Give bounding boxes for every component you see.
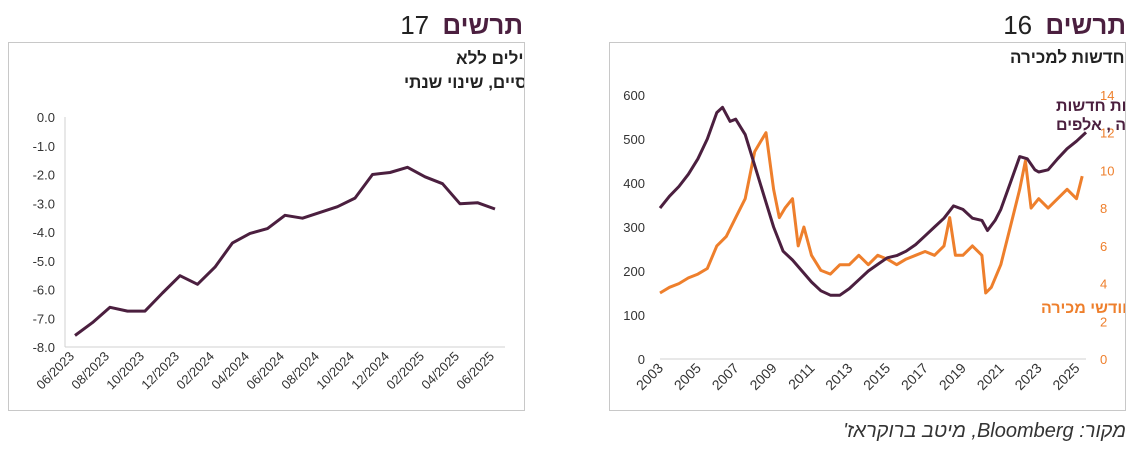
right-x-tick-label: 2023 — [1011, 360, 1044, 393]
left-chart-header-word: תרשים — [442, 10, 523, 40]
left-y-tick-label: -5.0 — [33, 254, 55, 269]
right-right-y-tick-label: 10 — [1100, 163, 1114, 178]
right-left-y-tick-label: 600 — [623, 88, 645, 103]
right-left-y-tick-label: 0 — [638, 352, 645, 367]
right-right-y-tick-label: 4 — [1100, 277, 1107, 292]
left-x-tick-label: 12/2024 — [348, 349, 392, 393]
left-x-tick-label: 08/2024 — [278, 349, 322, 393]
right-right-y-tick-label: 12 — [1100, 126, 1114, 141]
right-chart-title: ארה"ב - דירות חדשות למכירה — [1010, 48, 1125, 67]
left-x-tick-label: 04/2024 — [208, 349, 252, 393]
right-left-y-tick-label: 400 — [623, 176, 645, 191]
left-y-tick-label: -7.0 — [33, 311, 55, 326]
left-x-tick-label: 02/2024 — [173, 349, 217, 393]
left-y-tick-label: -3.0 — [33, 196, 55, 211]
left-y-tick-label: -6.0 — [33, 283, 55, 298]
source-note: מקור: Bloomberg, מיטב ברוקראז' — [843, 420, 1126, 442]
right-right-y-tick-label: 14 — [1100, 88, 1114, 103]
months-of-sale-line — [659, 131, 1084, 295]
left-x-tick-label: 06/2024 — [243, 349, 287, 393]
right-right-y-tick-label: 8 — [1100, 201, 1107, 216]
left-x-tick-label: 06/2025 — [453, 349, 497, 393]
left-chart-frame: ארה"ב: מדד אינדיקאטורים מובילים ללא משתנ… — [8, 42, 761, 411]
left-x-tick-label: 10/2024 — [313, 349, 357, 393]
left-chart-svg: ארה"ב: מדד אינדיקאטורים מובילים ללא משתנ… — [33, 49, 761, 393]
right-x-tick-label: 2011 — [785, 360, 818, 393]
left-y-tick-label: -8.0 — [33, 340, 55, 355]
right-chart-frame: ארה"ב - דירות חדשות למכירה 0100200300400… — [609, 42, 1142, 411]
left-x-tick-label: 12/2023 — [138, 349, 182, 393]
left-x-tick-label: 10/2023 — [103, 349, 147, 393]
right-right-y-tick-label: 2 — [1100, 314, 1107, 329]
right-chart-header-word: תרשים — [1045, 10, 1126, 40]
right-x-axis: 2003 2005 2007 2009 2011 2013 2015 2017 2019 2021… — [633, 360, 1083, 393]
right-left-y-tick-label: 200 — [623, 264, 645, 279]
months-of-sale-legend: חודשי מכירה — [1041, 300, 1125, 317]
right-chart-header: תרשים 16 — [1003, 10, 1126, 42]
left-y-tick-label: -1.0 — [33, 139, 55, 154]
left-y-tick-label: -2.0 — [33, 168, 55, 183]
right-x-tick-label: 2015 — [860, 360, 893, 393]
left-y-tick-label: -4.0 — [33, 225, 55, 240]
left-x-axis: 06/202308/202310/202312/202302/202404/20… — [33, 349, 497, 393]
right-x-tick-label: 2005 — [671, 360, 704, 393]
right-x-tick-label: 2017 — [898, 360, 931, 393]
left-x-tick-label: 08/2023 — [68, 349, 112, 393]
right-x-tick-label: 2007 — [709, 360, 742, 393]
new-homes-for-sale-line — [658, 105, 1088, 297]
right-x-tick-label: 2009 — [746, 360, 779, 393]
left-x-tick-label: 04/2025 — [418, 349, 462, 393]
right-x-tick-label: 2019 — [936, 360, 969, 393]
right-left-y-tick-label: 300 — [623, 220, 645, 235]
left-chart-header-number: 17 — [400, 10, 430, 40]
right-right-y-axis: 0 2 4 6 8 10 12 14 — [1100, 88, 1114, 367]
left-y-tick-label: 0.0 — [37, 110, 55, 125]
left-x-tick-label: 06/2023 — [33, 349, 77, 393]
new-homes-legend-line1: דירות חדשות — [1056, 98, 1125, 115]
right-left-y-axis: 0 100 200 300 400 500 600 — [623, 88, 645, 367]
right-x-tick-label: 2021 — [974, 360, 1007, 393]
left-chart-header: תרשים 17 — [400, 10, 523, 42]
left-y-axis: 0.0 -1.0 -2.0 -3.0 -4.0 -5.0 -6.0 -7.0 -8.0 — [33, 110, 55, 355]
right-right-y-tick-label: 0 — [1100, 352, 1107, 367]
left-chart-title-line2: משתנים פיננסיים, שינוי שנתי — [404, 73, 524, 92]
right-chart-svg: ארה"ב - דירות חדשות למכירה 0100200300400… — [623, 48, 1142, 393]
right-x-tick-label: 2025 — [1049, 360, 1082, 393]
right-left-y-tick-label: 500 — [623, 132, 645, 147]
right-left-y-tick-label: 100 — [623, 308, 645, 323]
right-right-y-tick-label: 6 — [1100, 239, 1107, 254]
right-x-tick-label: 2013 — [822, 360, 855, 393]
left-chart-title-line1: ארה"ב: מדד אינדיקאטורים מובילים ללא — [456, 49, 524, 68]
left-x-tick-label: 02/2025 — [383, 349, 427, 393]
right-chart-header-number: 16 — [1003, 10, 1033, 40]
left-series-line — [74, 165, 496, 337]
new-homes-legend-line2: למכירה , אלפים — [1056, 116, 1125, 134]
